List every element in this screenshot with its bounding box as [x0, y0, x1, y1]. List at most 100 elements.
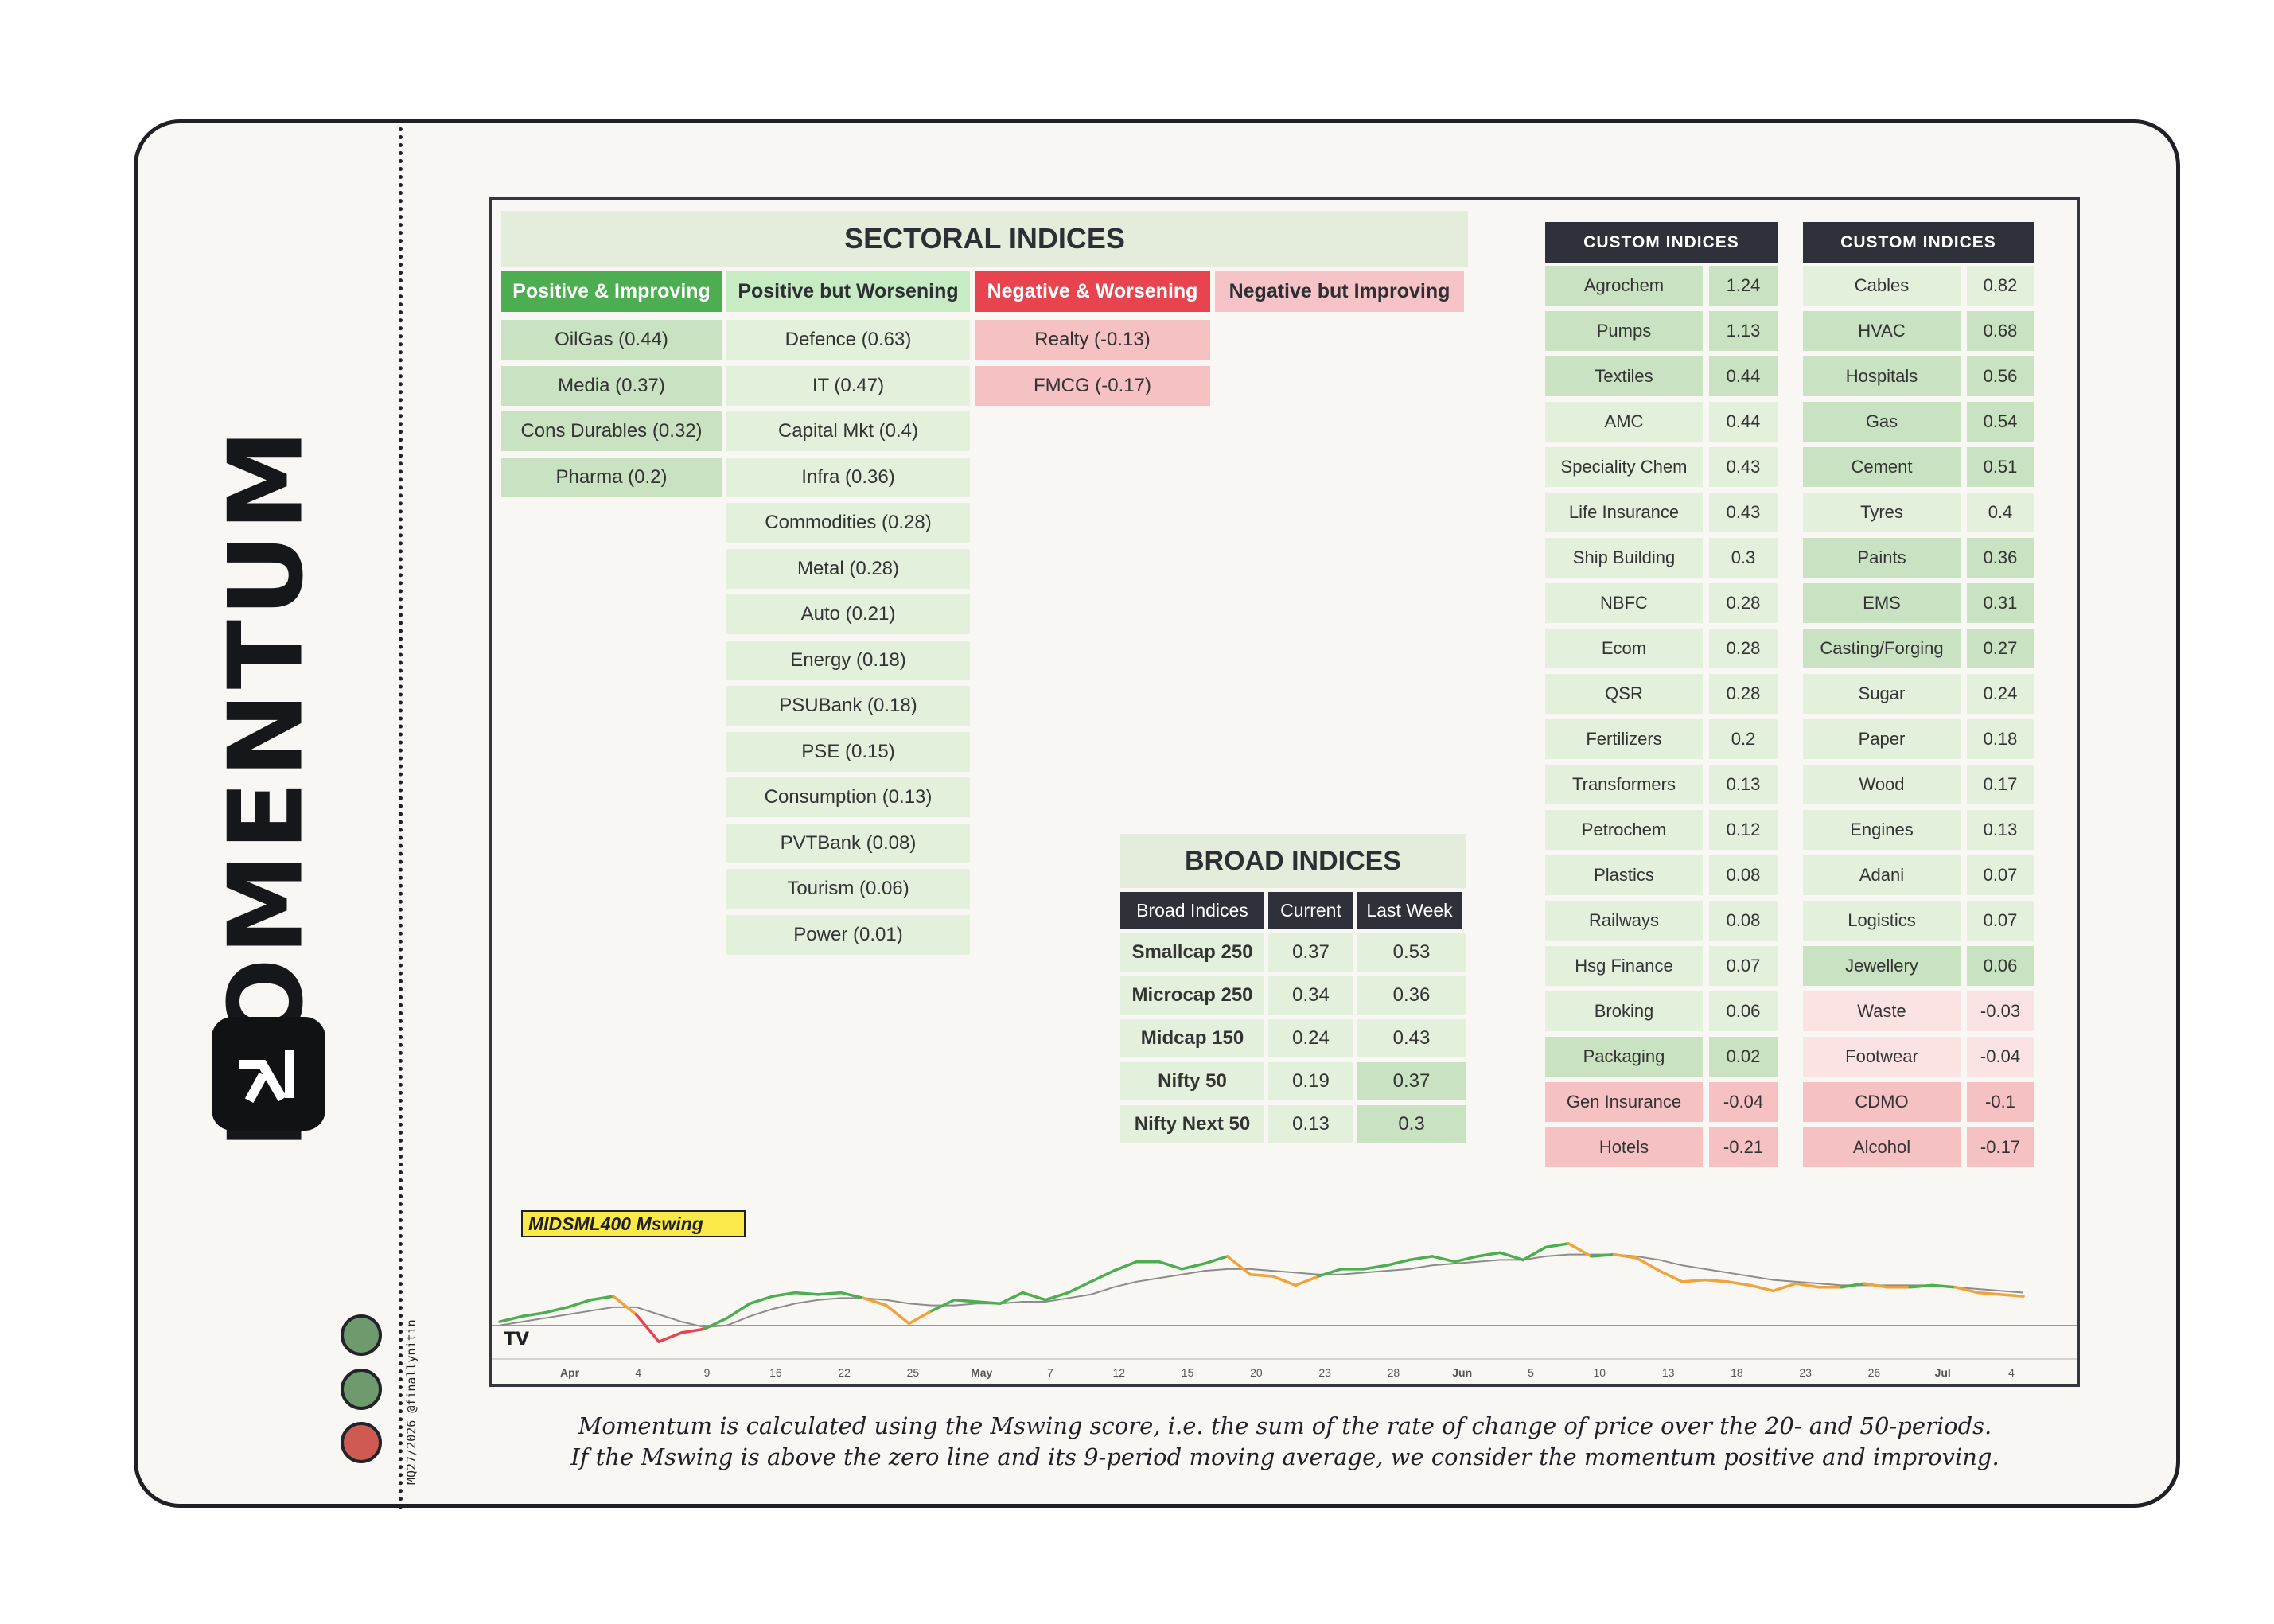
custom-index-name: Agrochem — [1545, 266, 1703, 306]
x-tick-label: 18 — [1731, 1366, 1743, 1379]
mswing-segment — [1408, 1255, 1434, 1262]
custom-index-value: 0.06 — [1709, 991, 1778, 1031]
sector-item: Infra (0.36) — [726, 457, 970, 497]
x-tick-label: 15 — [1182, 1366, 1194, 1379]
mswing-segment — [1203, 1255, 1229, 1265]
caption-line-2: If the Mswing is above the zero line and… — [570, 1443, 1999, 1470]
custom-index-name: Adani — [1803, 855, 1961, 895]
sector-item: Power (0.01) — [726, 914, 970, 955]
x-tick-label: 16 — [769, 1366, 782, 1379]
custom-index-name: Broking — [1545, 991, 1703, 1031]
mswing-segment — [1431, 1255, 1457, 1264]
x-tick-label: Jun — [1452, 1366, 1472, 1379]
mswing-segment — [1704, 1278, 1730, 1283]
sector-item: Capital Mkt (0.4) — [726, 411, 970, 451]
custom-index-value: 0.17 — [1967, 765, 2034, 804]
custom-index-name: Gas — [1803, 402, 1961, 442]
custom-index-value: 1.13 — [1709, 311, 1778, 351]
custom-index-value: 0.06 — [1967, 946, 2034, 986]
custom-index-value: 0.18 — [1967, 719, 2034, 759]
mswing-segment — [1044, 1291, 1070, 1302]
custom-index-name: CDMO — [1803, 1082, 1961, 1122]
mswing-segment — [952, 1298, 979, 1303]
mswing-segment — [1726, 1280, 1752, 1287]
custom-index-name: Packaging — [1545, 1037, 1703, 1077]
sector-column-header: Negative but Improving — [1215, 271, 1464, 312]
status-dot — [341, 1314, 382, 1356]
sector-item: Defence (0.63) — [726, 320, 970, 360]
broad-header: Current — [1268, 892, 1353, 929]
custom-index-value: 0.28 — [1709, 674, 1778, 714]
mswing-segment — [1567, 1242, 1593, 1258]
author-handle: MQ27/2026 @finallynitin — [404, 1319, 419, 1485]
custom-index-value: -0.21 — [1709, 1127, 1778, 1167]
sector-item: Energy (0.18) — [726, 640, 970, 680]
custom-index-value: 0.44 — [1709, 356, 1778, 396]
custom-index-name: Gen Insurance — [1545, 1082, 1703, 1122]
custom-index-value: 0.08 — [1709, 901, 1778, 941]
mswing-segment — [703, 1316, 729, 1331]
mswing-segment — [862, 1296, 888, 1307]
sector-item: Auto (0.21) — [726, 594, 970, 634]
mswing-segment — [634, 1313, 660, 1344]
mswing-segment — [612, 1295, 638, 1316]
broad-header: Broad Indices — [1120, 892, 1264, 929]
broad-current: 0.13 — [1268, 1105, 1353, 1143]
mswing-segment — [1089, 1269, 1116, 1283]
custom-index-name: Paints — [1803, 538, 1961, 578]
broad-index-name: Nifty Next 50 — [1120, 1105, 1264, 1143]
custom-index-value: 0.13 — [1967, 810, 2034, 850]
broad-index-name: Nifty 50 — [1120, 1062, 1264, 1100]
status-dot — [341, 1369, 382, 1410]
custom-index-name: AMC — [1545, 402, 1703, 442]
custom-index-value: 0.44 — [1709, 402, 1778, 442]
custom-index-name: Cement — [1803, 447, 1961, 487]
mswing-segment — [839, 1291, 866, 1300]
custom-index-value: 0.07 — [1967, 901, 2034, 941]
mswing-segment — [1771, 1282, 1797, 1293]
sector-item: Metal (0.28) — [726, 548, 970, 589]
custom-index-name: Pumps — [1545, 311, 1703, 351]
custom-index-value: 0.36 — [1967, 538, 2034, 578]
custom-index-name: Ship Building — [1545, 538, 1703, 578]
custom-index-value: 0.51 — [1967, 447, 2034, 487]
custom-index-value: 0.54 — [1967, 402, 2034, 442]
x-tick-label: 23 — [1318, 1366, 1331, 1379]
custom-index-value: -0.03 — [1967, 991, 2034, 1031]
sector-item: Media (0.37) — [501, 365, 722, 406]
mswing-segment — [1590, 1252, 1616, 1258]
custom-index-value: 0.43 — [1709, 447, 1778, 487]
broad-header: Last Week — [1357, 892, 1462, 929]
x-tick-label: 10 — [1593, 1366, 1606, 1379]
broad-current: 0.34 — [1268, 976, 1353, 1015]
mswing-segment — [1248, 1272, 1275, 1278]
custom-index-name: Speciality Chem — [1545, 447, 1703, 487]
sector-item: IT (0.47) — [726, 365, 970, 406]
sector-item: PSUBank (0.18) — [726, 686, 970, 726]
mswing-segment — [1976, 1291, 2003, 1296]
x-tick-label: 4 — [2008, 1366, 2015, 1379]
sector-item: Pharma (0.2) — [501, 457, 722, 497]
custom-index-value: 0.27 — [1967, 629, 2034, 668]
mswing-segment — [1749, 1283, 1775, 1293]
x-tick-label: 28 — [1388, 1366, 1400, 1379]
mswing-segment — [1271, 1275, 1298, 1287]
custom-index-value: 0.13 — [1709, 765, 1778, 804]
mswing-segment — [1294, 1275, 1320, 1287]
custom-index-name: Waste — [1803, 991, 1961, 1031]
mswing-segment — [1453, 1255, 1479, 1264]
custom-index-name: Plastics — [1545, 855, 1703, 895]
mswing-segment — [748, 1295, 774, 1306]
custom-index-value: -0.04 — [1709, 1082, 1778, 1122]
x-tick-label: 22 — [838, 1366, 851, 1379]
custom-index-name: Life Insurance — [1545, 493, 1703, 532]
custom-index-value: -0.17 — [1967, 1127, 2034, 1167]
custom-index-value: 0.07 — [1709, 946, 1778, 986]
mswing-segment — [1840, 1282, 1866, 1289]
custom-index-value: -0.1 — [1967, 1082, 2034, 1122]
x-tick-label: 20 — [1250, 1366, 1263, 1379]
broad-index-name: Midcap 150 — [1120, 1019, 1264, 1057]
sector-item: Commodities (0.28) — [726, 503, 970, 543]
mswing-segment — [1521, 1245, 1548, 1262]
custom-index-name: Hsg Finance — [1545, 946, 1703, 986]
